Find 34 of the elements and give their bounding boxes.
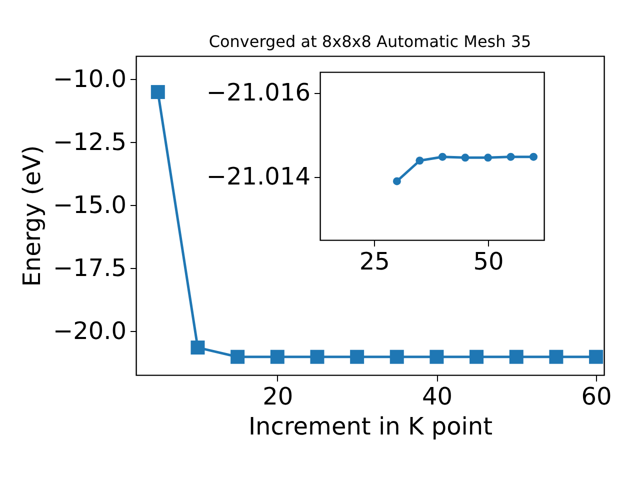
y-axis-title: Energy (eV) [18,145,46,287]
chart-title: Converged at 8x8x8 Automatic Mesh 35 [208,32,532,51]
point [506,152,515,161]
point [350,350,364,364]
y-tick-label: −17.5 [52,254,126,282]
point [509,350,524,364]
y-tick-label: −12.5 [52,128,126,156]
point [230,350,245,364]
point [470,350,484,364]
y-tick-label: −21.014 [206,162,310,190]
x-tick-label: 50 [473,248,504,276]
point [416,156,424,165]
point [484,154,492,162]
x-tick-label: 25 [359,248,390,276]
point [190,340,205,355]
x-axis-title: Increment in K point [248,412,493,440]
point [589,350,604,364]
point [530,152,538,161]
point [270,350,284,364]
point [150,85,165,100]
y-tick-label: −21.016 [206,78,310,106]
point [438,152,446,161]
x-tick-label: 20 [262,382,294,410]
x-tick-label: 40 [422,382,452,410]
point [461,154,470,162]
y-tick-label: −15.0 [52,190,126,219]
point [430,350,444,364]
point [390,350,404,364]
x-tick-label: 60 [581,382,612,410]
y-tick-label: −10.0 [52,64,126,93]
point [549,350,564,364]
point [310,350,324,364]
point [392,177,401,186]
y-tick-label: −20.0 [52,316,126,345]
